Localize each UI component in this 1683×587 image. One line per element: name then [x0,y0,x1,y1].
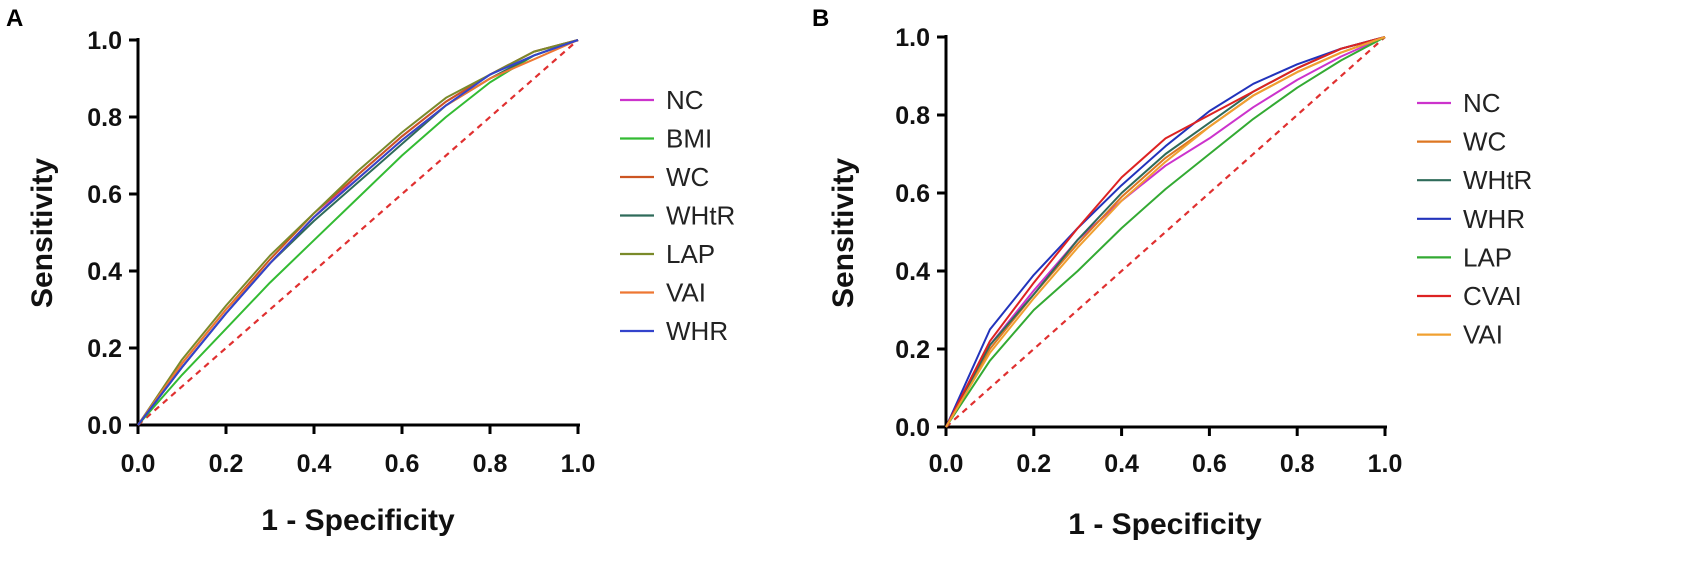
series-line-vai [945,36,1386,428]
panel-b: B 0.0 0.2 0.4 0.6 0.8 1.0 0.0 0.2 0.4 0.6 0.8 1.0 Sen… [812,5,1532,541]
y-tick-label: 0.2 [87,335,122,363]
legend-label: NC [1463,88,1501,118]
legend-label: WC [1463,127,1506,157]
y-tick-label: 1.0 [895,24,930,52]
legend-label: NC [666,85,704,115]
legend-label: WHR [666,316,728,346]
y-tick-label: 0.6 [87,181,122,209]
legend-label: CVAI [1463,281,1522,311]
x-tick-label: 1.0 [1368,450,1403,478]
legend-label: WHtR [666,201,735,231]
series-line-lap [137,39,579,426]
x-tick-label: 1.0 [561,450,596,478]
x-tick-label: 0.0 [929,450,964,478]
y-tick-label: 0.8 [895,102,930,130]
x-tick-label: 0.6 [1192,450,1227,478]
y-tick-label: 0.0 [87,412,122,440]
y-tick-label: 0.2 [895,336,930,364]
panel-label: B [812,5,829,32]
y-tick-label: 0.6 [895,180,930,208]
legend-label: WHtR [1463,165,1532,195]
x-tick-label: 0.8 [1280,450,1315,478]
x-tick-label: 0.4 [297,450,332,478]
y-tick-label: 0.4 [87,258,122,286]
x-axis-title: 1 - Specificity [1068,508,1262,541]
legend-label: WHR [1463,204,1525,234]
series-line-whr [945,36,1386,428]
series-line-whr [137,39,579,426]
series-line-cvai [945,36,1386,428]
legend-label: BMI [666,124,712,154]
x-tick-label: 0.0 [121,450,156,478]
x-tick-label: 0.2 [1016,450,1051,478]
legend-label: VAI [666,278,706,308]
legend-label: LAP [666,239,715,269]
series-line-bmi [137,39,579,426]
y-tick-label: 1.0 [87,27,122,55]
legend-label: WC [666,162,709,192]
panel-a: A 0.0 0.2 0.4 0.6 0.8 1.0 0.0 0.2 0.4 0.6 0.8 1.0 Sen… [6,5,735,537]
y-tick-label: 0.8 [87,104,122,132]
y-axis-title: Sensitivity [827,158,860,308]
x-axis-title: 1 - Specificity [261,504,455,537]
reference-diagonal-line [945,36,1386,428]
legend-label: LAP [1463,242,1512,272]
series-line-nc [945,36,1386,428]
panel-label: A [6,5,23,32]
x-tick-label: 0.2 [209,450,244,478]
x-tick-label: 0.6 [385,450,420,478]
legend-label: VAI [1463,320,1503,350]
x-tick-label: 0.8 [473,450,508,478]
y-tick-label: 0.4 [895,258,930,286]
y-axis-title: Sensitivity [26,158,59,308]
y-tick-label: 0.0 [895,414,930,442]
series-line-lap [945,36,1386,428]
x-tick-label: 0.4 [1104,450,1139,478]
reference-diagonal-line [137,39,579,426]
